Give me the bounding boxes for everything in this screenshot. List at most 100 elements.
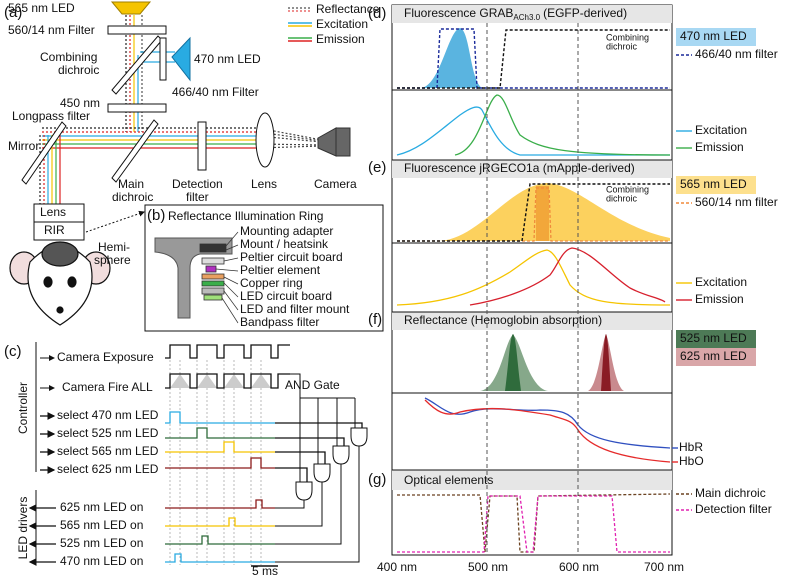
mouse-icon-part [56, 306, 64, 314]
legend-box [676, 348, 756, 366]
label: 565 nm LED [680, 177, 747, 191]
select-lines-part [165, 441, 275, 453]
label: Excitation [695, 123, 747, 137]
gate-wiring-part [290, 373, 301, 482]
label: Detection filter [695, 502, 772, 516]
filter-curve [397, 28, 670, 89]
label: 450 nm [60, 96, 100, 110]
filter-icon [197, 121, 207, 171]
led-on-lines [28, 499, 275, 566]
led-on-lines-part [165, 517, 275, 527]
panel-d-title: Fluorescence GRABACh3.0 (EGFP-derived) [404, 6, 627, 22]
label: Combining [40, 50, 97, 64]
mouse-icon-part [43, 276, 53, 288]
leader-lines [215, 231, 239, 324]
gate-outputs-part [275, 464, 342, 545]
label: 470 nm LED [194, 52, 261, 66]
excitation-curve [396, 249, 671, 306]
ring-stack-part [205, 265, 217, 273]
label: 5 ms [252, 564, 278, 578]
led-565-icon [110, 1, 152, 15]
select-lines-part [165, 411, 275, 424]
led-spectrum [440, 183, 670, 241]
panel-b: (b) Reflectance Illumination Ring Mounti… [144, 204, 384, 332]
label: select 625 nm LED [57, 462, 159, 476]
fire-shading-part [197, 374, 217, 388]
label: 466/40 nm filter [695, 47, 778, 61]
leader-lines-part [223, 257, 239, 262]
label: select 525 nm LED [57, 426, 159, 440]
filter-icon [107, 25, 167, 35]
label: Reflectance [316, 2, 380, 16]
mirror-icon [21, 121, 67, 185]
ring-stack-part [199, 243, 227, 253]
label: 470 nm LED on [60, 554, 143, 568]
spectra: (d) (e) (f) (g) Fluorescence GRABACh3.0(… [368, 4, 778, 574]
gate-outputs [275, 446, 360, 563]
title-part: ACh3.0 [513, 13, 540, 22]
leader-lines-part [225, 244, 239, 251]
gate-outputs-part [275, 500, 305, 509]
hbo-curve [424, 399, 671, 463]
legend: Reflectance Excitation Emission [288, 2, 380, 46]
label: 525 nm LED [680, 331, 747, 345]
label: 500 nm [468, 560, 508, 574]
label: 466/40 nm Filter [172, 85, 259, 99]
panel-c: (c) Controller LED drivers Camera Exposu… [4, 342, 368, 578]
label: Peltier circuit board [240, 250, 343, 264]
hbr-curve [424, 397, 671, 449]
rir-box [33, 221, 85, 241]
fire-shading-part [224, 374, 244, 388]
leader-lines-part [223, 276, 239, 285]
fire-wave [165, 373, 290, 389]
label: 625 nm LED on [60, 500, 143, 514]
ring-stack-part [201, 287, 225, 295]
label: Emission [695, 140, 744, 154]
fire-shading-part [170, 374, 190, 388]
label: Camera [314, 177, 357, 191]
emission-curve [469, 247, 666, 306]
label: Combining [606, 184, 649, 194]
label: filter [186, 190, 209, 204]
ring-stack-part [201, 257, 225, 265]
label: Mirror [8, 139, 39, 153]
label: Mount / heatsink [240, 237, 329, 251]
led-spectrum [601, 334, 611, 391]
ring-stack-part [201, 280, 225, 287]
leader-lines-part [223, 282, 239, 298]
dichroic-icon [111, 119, 159, 183]
led-spectrum [505, 334, 521, 391]
pointer-arrow [85, 210, 145, 233]
label: 400 nm [377, 560, 417, 574]
label: (c) [4, 343, 22, 360]
label: dichroic [58, 63, 99, 77]
label: (g) [368, 471, 386, 488]
label: 525 nm LED on [60, 536, 143, 550]
label: Lens [40, 205, 66, 219]
and-gates-part [350, 427, 368, 447]
emission-curve [454, 94, 671, 156]
lens-icon [255, 112, 275, 168]
guides [169, 360, 262, 565]
beams-part [257, 127, 323, 149]
dichroic-icon [111, 35, 163, 95]
dichroic-curve [397, 183, 670, 242]
label: Emission [316, 32, 365, 46]
label: Hemi- [98, 240, 130, 254]
leader-lines-part [223, 290, 239, 311]
led-470-icon [171, 36, 191, 82]
label: Controller [16, 382, 30, 434]
filter-icon [107, 103, 167, 113]
and-gates-part [332, 445, 350, 465]
label: (e) [368, 159, 386, 176]
label: Main [118, 177, 144, 191]
separators [392, 89, 672, 471]
label: Bandpass filter [240, 315, 319, 329]
label: Copper ring [240, 276, 303, 290]
excitation-curve [396, 106, 670, 156]
label: Camera Fire ALL [62, 380, 153, 394]
select-lines-part [165, 457, 275, 469]
dichroic-curve [397, 29, 670, 89]
mount-shape [154, 237, 233, 319]
legend-box [676, 28, 756, 46]
